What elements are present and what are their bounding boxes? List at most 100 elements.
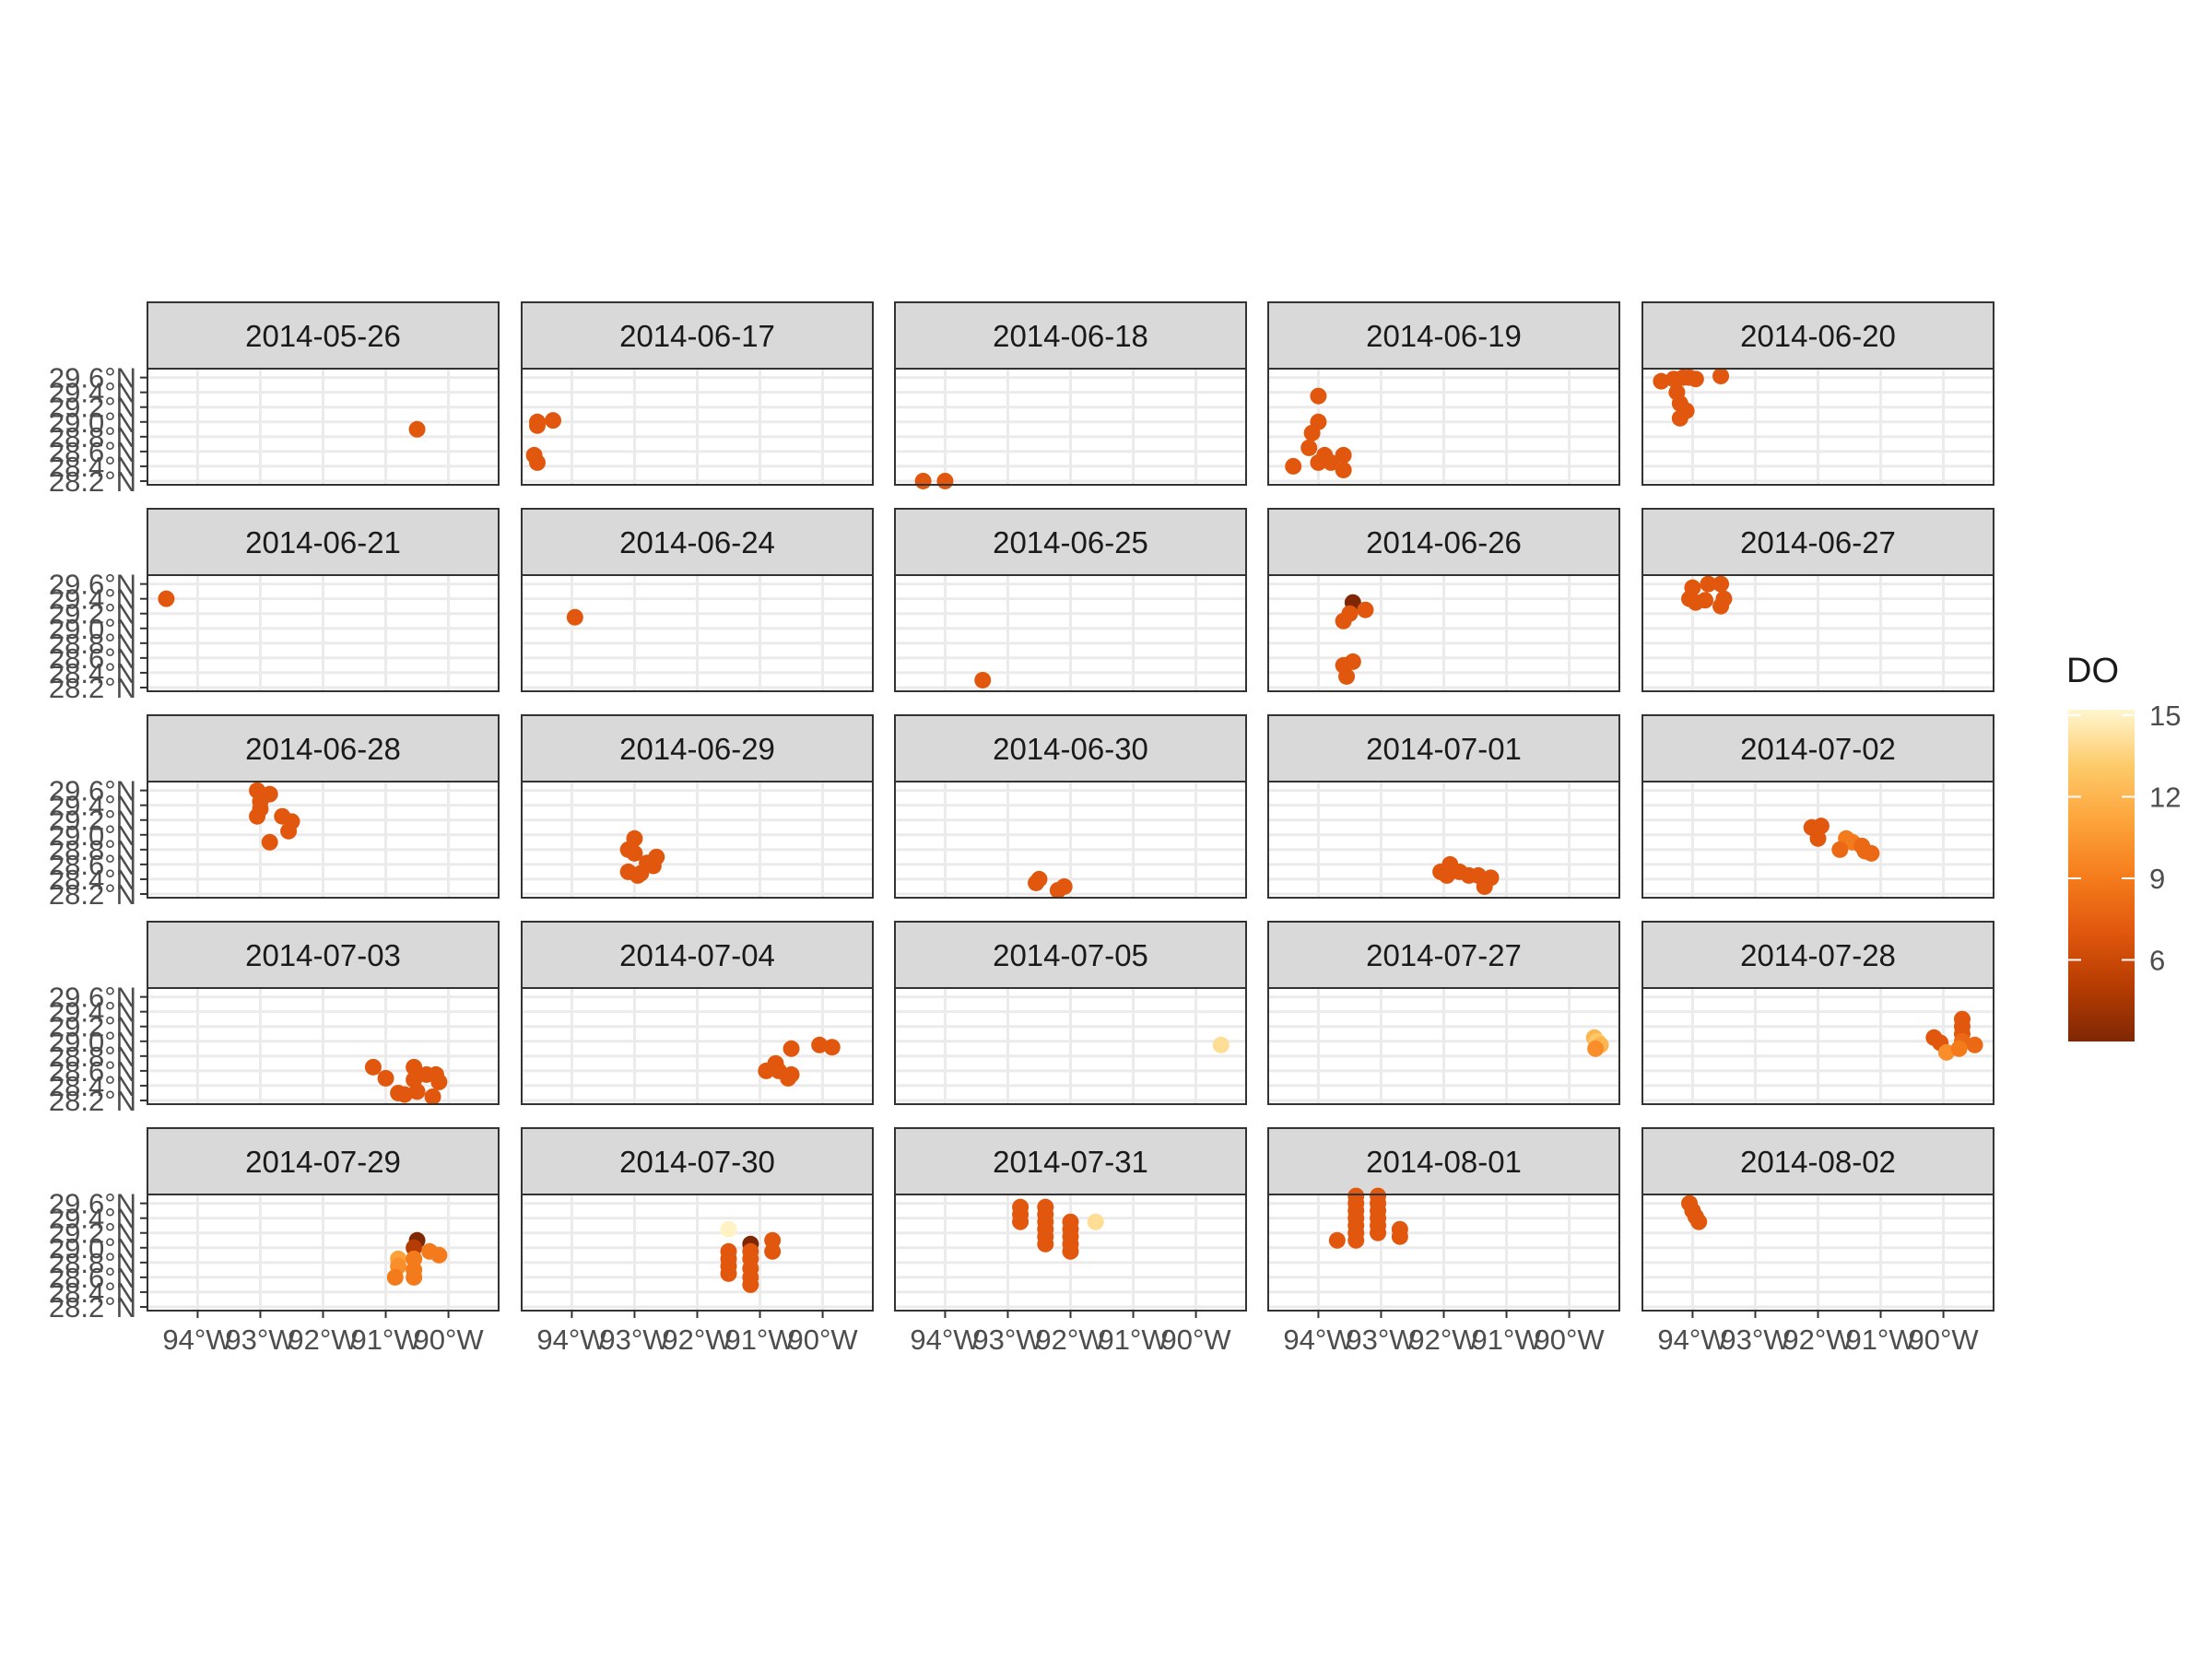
facet-strip	[894, 921, 1247, 989]
y-tick-label: 28.4°N	[49, 1070, 136, 1102]
y-tick-label: 28.8°N	[49, 421, 136, 453]
facet-label: 2014-07-04	[619, 938, 775, 972]
y-tick-label: 28.4°N	[49, 451, 136, 483]
legend-tick-label: 6	[2149, 944, 2165, 976]
x-tick-label: 94°W	[1657, 1324, 1728, 1356]
facet-panel: 2014-07-29 28.2°N28.4°N28.6°N28.8°N29.0°N…	[49, 1127, 500, 1356]
facet-label: 2014-07-02	[1740, 732, 1896, 766]
panel-border	[521, 368, 874, 486]
data-point	[406, 1268, 423, 1286]
panel-border	[521, 781, 874, 899]
x-tick-label: 93°W	[225, 1324, 296, 1356]
data-point	[1087, 1213, 1104, 1230]
facet-label: 2014-06-27	[1740, 525, 1896, 559]
facet-strip	[894, 714, 1247, 782]
x-tick-label: 94°W	[162, 1324, 233, 1356]
facet-panel: 2014-06-30	[894, 714, 1247, 899]
data-point	[1049, 881, 1066, 899]
data-point	[1335, 446, 1352, 464]
x-tick-label: 91°W	[1098, 1324, 1169, 1356]
x-tick-label: 94°W	[536, 1324, 607, 1356]
y-tick-label: 28.6°N	[49, 1262, 136, 1294]
panel-border	[1267, 781, 1620, 899]
facet-strip	[894, 301, 1247, 370]
panel-border	[1267, 987, 1620, 1105]
x-tick-label: 94°W	[1283, 1324, 1354, 1356]
x-tick-label: 92°W	[1035, 1324, 1106, 1356]
y-tick-label: 29.2°N	[49, 805, 136, 837]
facet-panel: 2014-08-02 94°W93°W92°W91°W90°W	[1641, 1127, 1994, 1356]
data-point	[1937, 1043, 1955, 1061]
data-point	[974, 671, 992, 688]
data-point	[1587, 1040, 1605, 1057]
facet-strip	[521, 714, 874, 782]
x-tick-label: 91°W	[724, 1324, 795, 1356]
y-tick-label: 28.6°N	[49, 642, 136, 675]
legend-title: DO	[2066, 652, 2119, 690]
data-point	[280, 822, 298, 840]
data-point	[1809, 830, 1827, 847]
facet-panel: 2014-08-01 94°W93°W92°W91°W90°W	[1267, 1127, 1620, 1356]
data-point	[1338, 667, 1356, 685]
y-tick-label: 28.6°N	[49, 436, 136, 468]
y-tick-label: 29.6°N	[49, 775, 136, 807]
x-tick-label: 90°W	[1161, 1324, 1232, 1356]
data-point	[823, 1039, 841, 1056]
facet-label: 2014-07-30	[619, 1145, 775, 1179]
panel-border	[1641, 781, 1994, 899]
data-point	[1062, 1242, 1079, 1260]
data-point	[1712, 575, 1730, 593]
facet-label: 2014-08-02	[1740, 1145, 1896, 1179]
facet-panel: 2014-06-29	[521, 714, 874, 899]
facet-label: 2014-06-24	[619, 525, 775, 559]
facet-strip	[521, 301, 874, 370]
y-tick-label: 29.6°N	[49, 982, 136, 1014]
facet-label: 2014-06-30	[993, 732, 1148, 766]
data-point	[1037, 1235, 1054, 1253]
panel-border	[894, 987, 1247, 1105]
facet-panel: 2014-06-26	[1267, 508, 1620, 692]
panel-border	[521, 574, 874, 692]
data-point	[644, 857, 662, 875]
facet-panel: 2014-07-31 94°W93°W92°W91°W90°W	[894, 1127, 1247, 1356]
facet-strip	[1641, 714, 1994, 782]
y-tick-label: 29.4°N	[49, 790, 136, 822]
x-tick-label: 92°W	[1408, 1324, 1479, 1356]
facet-panel: 2014-07-30 94°W93°W92°W91°W90°W	[521, 1127, 874, 1356]
data-point	[1328, 1231, 1346, 1249]
legend-colorbar	[2068, 710, 2135, 1041]
data-point	[261, 833, 278, 851]
facet-strip	[894, 508, 1247, 576]
panel-border	[894, 781, 1247, 899]
y-tick-label: 29.6°N	[49, 1188, 136, 1220]
x-tick-label: 90°W	[1535, 1324, 1606, 1356]
facet-strip	[1267, 1127, 1620, 1195]
facet-panel: 2014-07-27	[1267, 921, 1620, 1105]
facet-label: 2014-07-01	[1366, 732, 1522, 766]
facet-label: 2014-06-19	[1366, 319, 1522, 353]
y-tick-label: 29.2°N	[49, 598, 136, 630]
facet-strip	[1267, 714, 1620, 782]
y-tick-label: 28.6°N	[49, 1055, 136, 1088]
data-point	[720, 1265, 737, 1282]
panel-border	[1267, 574, 1620, 692]
y-tick-label: 28.4°N	[49, 1277, 136, 1309]
facet-strip	[521, 508, 874, 576]
data-point	[424, 1088, 441, 1105]
panel-border	[1641, 987, 1994, 1105]
data-point	[1653, 372, 1670, 390]
data-point	[742, 1276, 759, 1293]
panel-border	[147, 368, 500, 486]
data-point	[758, 1062, 775, 1079]
x-tick-label: 92°W	[1783, 1324, 1853, 1356]
data-point	[566, 608, 583, 626]
data-point	[1712, 368, 1730, 385]
data-point	[1438, 866, 1455, 884]
data-point	[1212, 1036, 1230, 1053]
facet-panel: 2014-07-03 28.2°N28.4°N28.6°N28.8°N29.0°N…	[49, 921, 500, 1117]
data-point	[1310, 387, 1327, 405]
data-point	[936, 472, 954, 489]
data-point	[626, 844, 643, 862]
facet-label: 2014-06-17	[619, 319, 775, 353]
y-tick-label: 29.0°N	[49, 1232, 136, 1265]
